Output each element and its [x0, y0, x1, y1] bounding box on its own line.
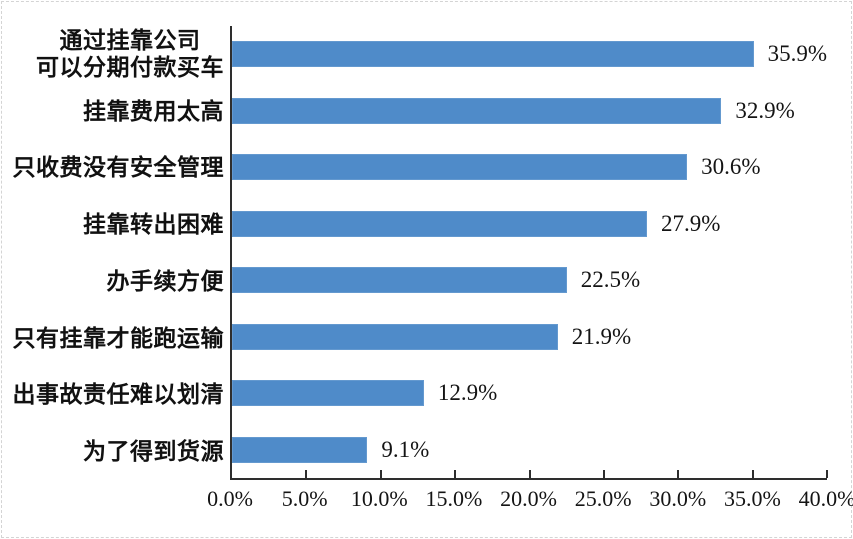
x-axis-tick — [454, 470, 457, 478]
bar-series: 35.9% 32.9% 30.6% 27.9% 22.5% 21.9% 12.9% 9.1% — [232, 26, 827, 478]
category-axis: 通过挂靠公司 可以分期付款买车挂靠费用太高只收费没有安全管理挂靠转出困难办手续方… — [8, 26, 224, 480]
bar — [232, 436, 368, 463]
category-label: 出事故责任难以划清 — [12, 381, 224, 408]
x-axis-tick-label: 10.0% — [350, 486, 408, 511]
x-axis-tick-label: 25.0% — [574, 486, 632, 511]
category-cell: 只收费没有安全管理 — [8, 140, 224, 197]
x-axis-tick — [305, 470, 308, 478]
bar-row: 30.6% — [232, 139, 827, 196]
x-axis-tick-label: 0.0% — [207, 486, 253, 511]
x-axis-tick — [826, 470, 828, 478]
category-cell: 只有挂靠才能跑运输 — [8, 310, 224, 367]
category-cell: 为了得到货源 — [8, 423, 224, 480]
category-cell: 出事故责任难以划清 — [8, 367, 224, 424]
category-cell: 办手续方便 — [8, 253, 224, 310]
category-cell: 通过挂靠公司 可以分期付款买车 — [8, 26, 224, 83]
x-axis-tick-label: 5.0% — [281, 486, 328, 511]
x-axis-tick-label: 30.0% — [649, 486, 707, 511]
category-label: 只收费没有安全管理 — [12, 154, 224, 181]
x-axis-tick — [751, 470, 754, 478]
plot-area: 35.9% 32.9% 30.6% 27.9% 22.5% 21.9% 12.9% 9.1% — [230, 26, 828, 480]
x-axis-tick — [379, 470, 382, 478]
x-axis-tick-label: 15.0% — [425, 486, 483, 511]
x-axis-labels: 0.0% 5.0% 10.0% 15.0% 20.0% 25.0% 30.0% 35.0% 40… — [207, 486, 853, 516]
value-label: 9.1% — [381, 436, 430, 462]
x-axis-tick-label: 40.0% — [798, 486, 853, 511]
value-label: 22.5% — [580, 267, 641, 293]
x-axis-tick — [528, 470, 531, 478]
category-label: 只有挂靠才能跑运输 — [12, 324, 224, 351]
category-label: 挂靠转出困难 — [83, 211, 224, 238]
value-label: 30.6% — [701, 154, 761, 180]
category-label: 办手续方便 — [106, 267, 224, 294]
value-label: 27.9% — [661, 210, 721, 236]
value-label: 21.9% — [571, 323, 632, 349]
value-label: 35.9% — [767, 41, 827, 67]
bar-row: 21.9% — [232, 309, 827, 366]
bar — [232, 154, 688, 181]
value-label: 12.9% — [437, 380, 498, 406]
bar — [232, 210, 647, 237]
category-label: 挂靠费用太高 — [83, 97, 224, 124]
x-axis-tick — [602, 470, 605, 478]
bar — [232, 267, 567, 294]
x-axis-tick-label: 35.0% — [723, 486, 781, 511]
value-label: 32.9% — [735, 97, 795, 123]
bar-row: 32.9% — [232, 83, 827, 140]
category-label: 通过挂靠公司 可以分期付款买车 — [36, 27, 224, 81]
bar-row: 35.9% — [232, 26, 827, 83]
bar — [232, 380, 424, 407]
bar — [232, 41, 754, 68]
category-cell: 挂靠费用太高 — [8, 83, 224, 140]
x-axis-tick — [677, 470, 680, 478]
bar-row: 12.9% — [232, 365, 827, 422]
category-label: 为了得到货源 — [83, 438, 224, 465]
bar — [232, 323, 558, 350]
x-axis-tick-label: 20.0% — [500, 486, 557, 511]
bar-row: 22.5% — [232, 252, 827, 309]
bar-row: 9.1% — [232, 422, 827, 479]
bar — [232, 97, 722, 124]
bar-row: 27.9% — [232, 196, 827, 253]
category-cell: 挂靠转出困难 — [8, 196, 224, 253]
